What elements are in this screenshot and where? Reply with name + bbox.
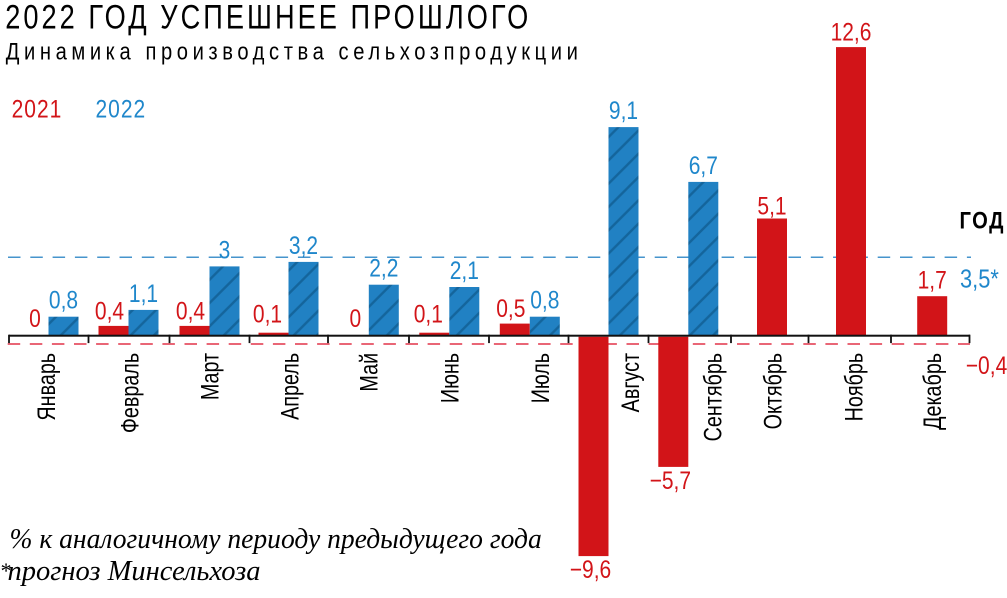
svg-text:Декабрь: Декабрь — [919, 353, 947, 430]
svg-text:Июль: Июль — [527, 353, 555, 403]
svg-text:Динамика производства сельхозп: Динамика производства сельхозпродукции — [6, 38, 583, 65]
svg-text:Май: Май — [355, 353, 383, 392]
svg-text:% к аналогичному периоду преды: % к аналогичному периоду предыдущего год… — [10, 524, 542, 555]
svg-text:3,2: 3,2 — [289, 231, 318, 259]
svg-text:3,5*: 3,5* — [960, 265, 999, 294]
svg-text:Сентябрь: Сентябрь — [699, 353, 727, 441]
svg-text:9,1: 9,1 — [609, 96, 638, 124]
svg-text:ГОД: ГОД — [960, 207, 1005, 234]
svg-text:0,5: 0,5 — [496, 294, 525, 322]
svg-text:2021: 2021 — [12, 95, 63, 123]
svg-text:0,8: 0,8 — [530, 286, 559, 314]
svg-text:6,7: 6,7 — [689, 151, 718, 179]
svg-text:0: 0 — [29, 304, 41, 332]
svg-text:Март: Март — [196, 353, 224, 400]
svg-text:2,2: 2,2 — [369, 254, 398, 282]
svg-text:0,8: 0,8 — [49, 286, 78, 314]
svg-text:5,1: 5,1 — [757, 192, 786, 220]
svg-text:*: * — [0, 558, 11, 583]
svg-text:−9,6: −9,6 — [570, 555, 611, 583]
svg-text:Февраль: Февраль — [116, 353, 144, 433]
svg-text:−0,4: −0,4 — [966, 351, 1007, 379]
svg-text:2022: 2022 — [96, 95, 147, 123]
svg-text:0,1: 0,1 — [414, 300, 443, 328]
svg-text:3: 3 — [219, 236, 231, 264]
svg-text:12,6: 12,6 — [831, 18, 872, 46]
svg-text:прогноз Минсельхоза: прогноз Минсельхоза — [8, 556, 261, 587]
svg-text:Июнь: Июнь — [436, 353, 464, 403]
svg-text:Август: Август — [617, 353, 645, 412]
svg-text:2,1: 2,1 — [450, 256, 479, 284]
svg-text:0,1: 0,1 — [253, 300, 282, 328]
svg-text:0,4: 0,4 — [176, 297, 205, 325]
svg-text:Ноябрь: Ноябрь — [841, 353, 869, 421]
svg-text:1,1: 1,1 — [129, 279, 158, 307]
svg-text:2022 ГОД УСПЕШНЕЕ ПРОШЛОГО: 2022 ГОД УСПЕШНЕЕ ПРОШЛОГО — [5, 0, 531, 36]
svg-text:0: 0 — [349, 304, 361, 332]
svg-text:Январь: Январь — [33, 353, 61, 421]
svg-text:0,4: 0,4 — [95, 297, 124, 325]
svg-text:Октябрь: Октябрь — [759, 353, 787, 430]
svg-text:Апрель: Апрель — [276, 353, 304, 420]
svg-text:1,7: 1,7 — [918, 266, 947, 294]
svg-text:−5,7: −5,7 — [650, 466, 691, 494]
